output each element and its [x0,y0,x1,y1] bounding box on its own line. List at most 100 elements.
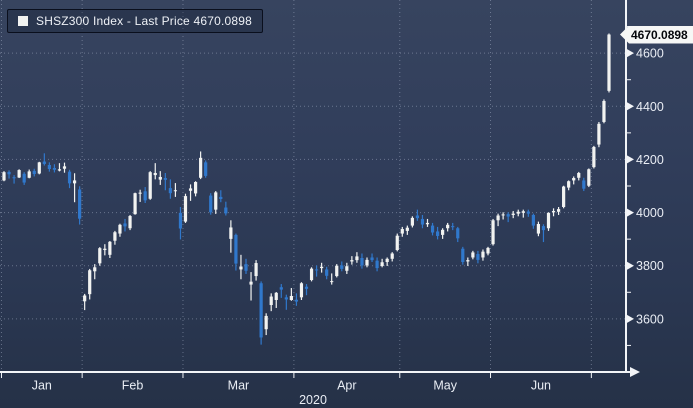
candle-body [335,265,339,277]
candle-body [380,262,384,266]
candle-body [456,228,460,239]
candle-body [562,186,566,207]
series-swatch-icon [18,16,28,26]
candle-body [2,172,6,181]
candle-body [188,188,193,191]
y-axis-tick-arrow-icon [627,102,634,111]
x-axis-month-label: Jun [531,379,551,393]
candle-body [83,295,87,302]
candle-body [536,223,541,234]
candle-body [400,229,404,234]
candle-body [340,265,344,269]
candle-body [128,216,132,229]
candle-body [274,292,278,300]
candle-body [229,227,233,239]
candle-body [7,171,11,175]
candle-body [279,287,283,290]
candle-body [22,173,26,183]
candle-body [541,226,546,231]
candle-body [602,100,606,122]
candle-body [163,178,167,180]
candle-body [123,223,127,227]
y-axis-tick-arrow-icon [627,261,634,270]
candle-body [224,207,228,214]
candle-body [420,218,425,225]
candle-body [314,269,319,271]
candle-body [32,170,36,175]
candle-body [320,266,324,269]
candle-body [17,170,21,178]
candle-body [244,264,248,271]
candle-body [435,231,440,236]
candle-body [289,296,293,300]
candle-body [466,260,470,262]
candle-body [113,232,117,241]
candle-body [496,215,500,221]
candle-body [491,220,495,245]
candle-body [446,224,450,229]
y-axis-tick-arrow-icon [627,155,634,164]
candle-body [103,248,107,251]
candle-body [567,181,571,188]
candle-body [481,251,485,258]
y-axis-tick-arrow-icon [627,314,634,323]
candle-body [284,297,288,300]
candle-body [168,188,172,194]
candle-body [375,260,379,269]
candle-body [572,178,576,181]
candle-body [133,193,137,215]
candle-body [199,157,203,178]
candle-body [269,296,273,306]
candle-body [108,241,112,255]
legend-box[interactable]: SHSZ300 Index - Last Price 4670.0898 [7,9,263,33]
candle-body [516,211,520,214]
candle-body [264,315,268,330]
candle-body [521,211,525,213]
candle-body [410,217,414,226]
candle-body [178,212,183,229]
candle-body [249,281,253,285]
last-price-flag: 4670.0898 [620,25,693,44]
candle-body [476,254,480,260]
candle-body [526,211,530,214]
candle-body [501,214,505,216]
candle-body [118,224,122,234]
candle-body [405,227,409,231]
candle-body [441,229,445,235]
candle-body [304,286,309,289]
candle-body [345,266,349,271]
candle-body [219,196,223,200]
x-axis-month-label: Jan [32,379,52,393]
candle-body [72,180,77,184]
candle-body [52,167,57,170]
candle-body [486,247,490,254]
candle-body [93,267,97,272]
candle-body [148,172,152,199]
candle-body [153,172,157,176]
candle-body [506,214,510,217]
candle-body [214,192,218,210]
x-axis-arrow-icon [630,367,640,377]
last-price-value: 4670.0898 [631,27,688,42]
candle-body [299,283,304,298]
candle-body [556,209,561,212]
y-axis-tick-label: 4600 [636,47,664,61]
y-axis-tick-arrow-icon [627,208,634,217]
legend-label: SHSZ300 Index - Last Price 4670.0898 [36,14,252,28]
candle-body [88,270,92,295]
y-axis-tick-label: 4000 [636,206,664,220]
candle-body [47,165,51,169]
candle-body [309,268,314,281]
candle-body [577,172,581,178]
candle-body [355,256,359,261]
candle-body [62,166,67,169]
x-axis-month-label: Feb [122,379,144,393]
candle-body [511,213,515,215]
candle-body [390,253,394,259]
y-axis-tick-label: 4200 [636,153,664,167]
candle-body [597,123,601,145]
candle-body [42,161,46,164]
x-axis-month-label: Apr [337,379,356,393]
